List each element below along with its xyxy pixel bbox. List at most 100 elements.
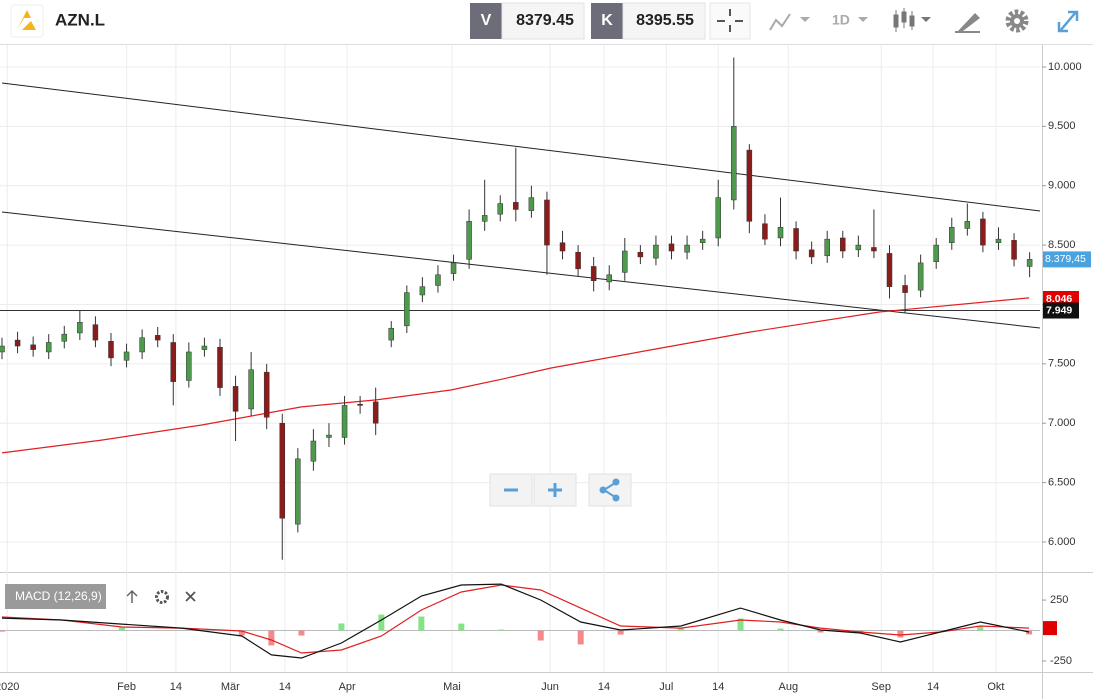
bid-value: 8379.45 [516,12,574,29]
zoom-in-button[interactable] [533,473,577,507]
x-tick-label: 14 [279,681,291,693]
logo [10,4,44,38]
ask-label: K [601,12,613,29]
x-tick-label: Jun [541,681,559,693]
x-tick-label: Jul [659,681,673,693]
histogram-bar [857,630,864,632]
candle-body [263,371,270,418]
histogram-bar [817,630,824,633]
line-price-box [1043,302,1079,319]
candle-body [357,403,363,406]
candle-body [466,221,472,260]
signal-line [1,584,1030,654]
candle-body [232,386,239,412]
y-tick-label: 6.500 [1048,476,1076,488]
share-button[interactable] [588,473,632,507]
bid-button[interactable] [470,3,502,39]
histogram-bar [498,629,505,631]
indicator-button[interactable] [769,13,810,31]
trend-line [1,82,1041,212]
candle-body [217,346,223,388]
draw-button[interactable] [955,13,980,33]
candle-body [684,244,690,253]
bid-box[interactable] [501,2,585,40]
x-tick-label: 14 [712,681,724,693]
timeframe-arrow[interactable] [858,17,868,22]
candle-body [45,342,52,353]
marks: 2020 Feb 14 Mär 14 Apr Mai Jun 14 Jul 14 Aug Sep 14 Ok… [0,45,1091,693]
move-up-button[interactable] [126,589,138,603]
y-tick-label: 7.500 [1048,358,1076,370]
x-tick-label: 14 [598,681,610,693]
candle-body [310,440,317,462]
candle-body [715,197,721,239]
candle-body [108,341,114,359]
ask-button[interactable] [591,3,623,39]
x-tick-label: Feb [117,681,136,693]
histogram-bar [677,628,684,631]
candle-body [341,405,348,438]
candle-body [435,274,441,286]
zoom-out-button[interactable] [489,473,533,507]
settings-button[interactable] [1005,9,1029,33]
candle-body [653,244,659,259]
macd-label-box[interactable] [5,584,106,609]
ask-value: 8395.55 [636,12,694,29]
y-tick-label: 9.000 [1048,180,1076,192]
candle-body [793,228,799,252]
histogram-bar [777,628,784,631]
fullscreen-button[interactable] [1057,10,1079,33]
x-tick-label: 14 [170,681,182,693]
histogram-bar [118,627,125,631]
moving-average [1,297,1030,454]
candle-body [77,322,83,334]
candle-body [1026,259,1033,267]
candle-body [933,244,939,262]
candle-body [575,251,581,270]
x-tick-label: Okt [987,681,1004,693]
candle-body [544,199,550,246]
histogram-bar [0,630,5,632]
chart-type-button[interactable] [893,8,931,32]
histogram-bar [617,630,624,635]
candle-body [824,238,830,257]
symbol: AZN.L [55,10,105,29]
candle-body [295,458,301,525]
ask-box[interactable] [622,2,706,40]
candle-body [326,434,332,438]
last-price-text: 8.379,45 [1045,253,1086,265]
candle-body [808,249,815,258]
y-tick-label: 8.500 [1048,239,1076,251]
candle-body [964,221,971,229]
y-tick-label: 7.000 [1048,417,1076,429]
candle-body [949,227,955,243]
candle-body [559,242,566,252]
candle-body [1011,240,1017,260]
ma-price-text: 8.046 [1046,293,1072,305]
candle-body [201,345,208,350]
candle-body [668,243,675,252]
y-tick-label: -250 [1050,655,1072,667]
signal-value-box [1043,621,1057,636]
timeframe[interactable]: 1D [832,12,850,28]
x-tick-label: Mär [221,681,240,693]
macd-line [1,583,1030,659]
crosshair-button[interactable] [709,2,751,40]
candle-body [0,345,5,353]
candle-body [699,238,706,243]
candle-body [902,285,908,293]
macd-settings-button[interactable] [155,590,169,604]
candle-body [995,238,1002,243]
trend-line [1,211,1041,329]
macd-close-button[interactable] [185,591,196,602]
candle-body [606,274,612,283]
candle-body [840,237,846,252]
y-tick-label: 9.500 [1048,120,1076,132]
line-price-text: 7.949 [1046,304,1072,316]
candle-body [372,401,379,424]
macd-title: MACD (12,26,9) [15,589,102,603]
x-tick-label: Mai [443,681,461,693]
histogram-bar [378,614,385,631]
candle-body [30,344,36,350]
